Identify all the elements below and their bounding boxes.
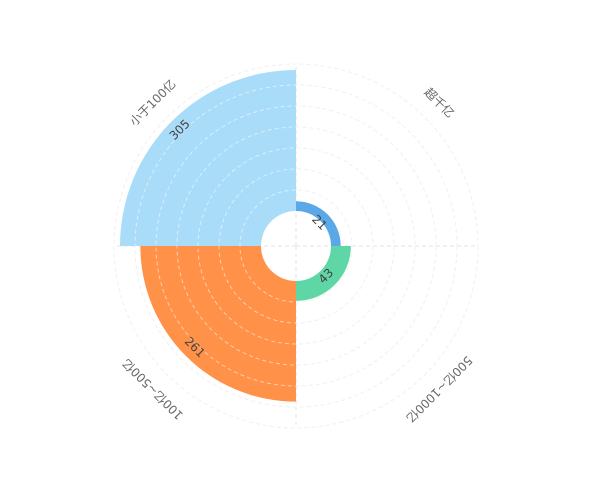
category-label: 超千亿: [422, 84, 458, 120]
bar: [296, 201, 341, 246]
category-label: 小于100亿: [126, 76, 178, 128]
category-label: 100亿~500亿: [119, 356, 186, 423]
bar: [120, 70, 297, 247]
ring-overlay: [134, 84, 458, 408]
category-label: 500亿~1000亿: [403, 353, 475, 425]
bar: [140, 246, 296, 402]
bar: [296, 246, 351, 301]
ring-overlay: [197, 147, 395, 345]
ring-overlay: [218, 168, 374, 324]
ring-overlay: [239, 189, 353, 303]
ring-overlay: [113, 63, 479, 429]
ring-overlay: [176, 126, 416, 366]
ring-overlay: [155, 105, 437, 387]
